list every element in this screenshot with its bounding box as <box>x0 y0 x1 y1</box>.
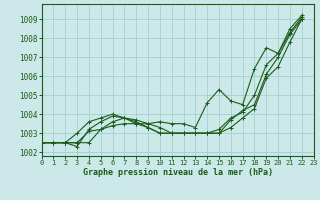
X-axis label: Graphe pression niveau de la mer (hPa): Graphe pression niveau de la mer (hPa) <box>83 168 273 177</box>
